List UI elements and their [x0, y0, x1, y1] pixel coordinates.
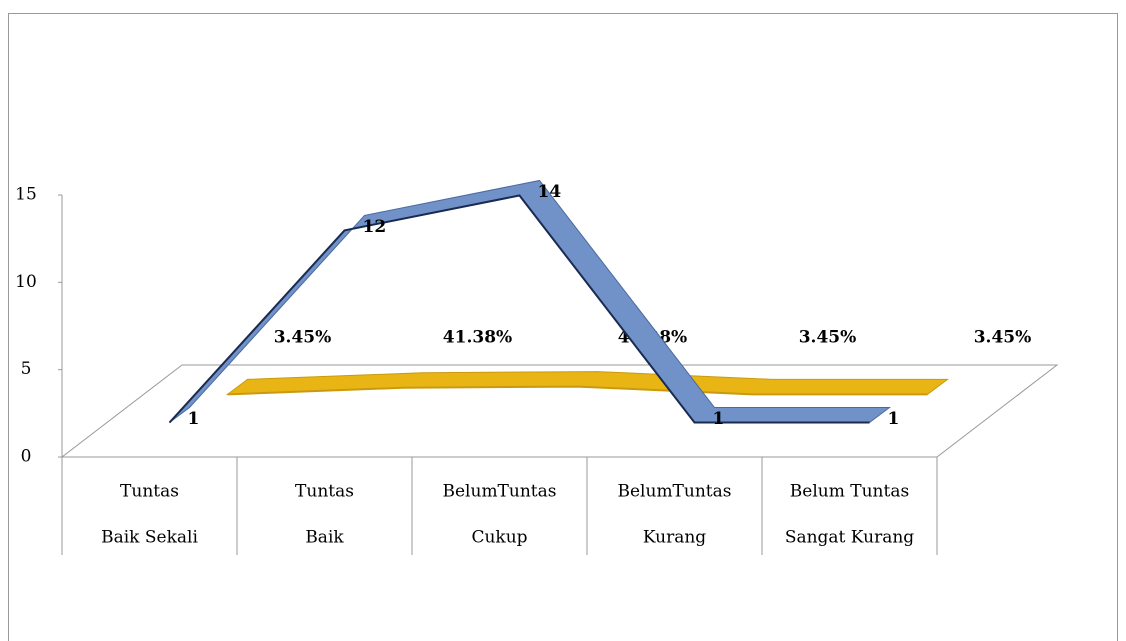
x-tick-label: Baik: [305, 528, 344, 548]
data-label: 14: [538, 182, 562, 202]
floor: [60, 364, 1059, 458]
y-tick-label: 10: [15, 272, 37, 292]
y-tick-label: 15: [15, 185, 37, 205]
data-label: 3.45%: [974, 328, 1032, 348]
x-tick-label: BelumTuntas: [443, 482, 557, 502]
x-tick-label: Tuntas: [120, 482, 179, 502]
data-label: 3.45%: [799, 328, 857, 348]
data-label: 12: [363, 217, 387, 237]
data-label: 41.38%: [443, 328, 512, 348]
x-tick-label: Tuntas: [295, 482, 354, 502]
frame: [8, 13, 1118, 641]
data-label: 1: [188, 409, 200, 429]
data-label: 1: [888, 409, 900, 429]
data-label: 1: [713, 409, 725, 429]
y-tick-label: 0: [21, 447, 32, 467]
x-tick-label: Cukup: [471, 528, 527, 548]
x-tick-label: Baik Sekali: [101, 528, 198, 548]
x-tick-label: Belum Tuntas: [790, 482, 909, 502]
x-tick-label: Kurang: [643, 528, 706, 548]
y-tick-label: 5: [21, 359, 32, 379]
line: [227, 385, 928, 396]
line: [168, 194, 870, 424]
x-tick-label: BelumTuntas: [618, 482, 732, 502]
data-label: 3.45%: [274, 328, 332, 348]
x-tick-label: Sangat Kurang: [785, 528, 914, 548]
